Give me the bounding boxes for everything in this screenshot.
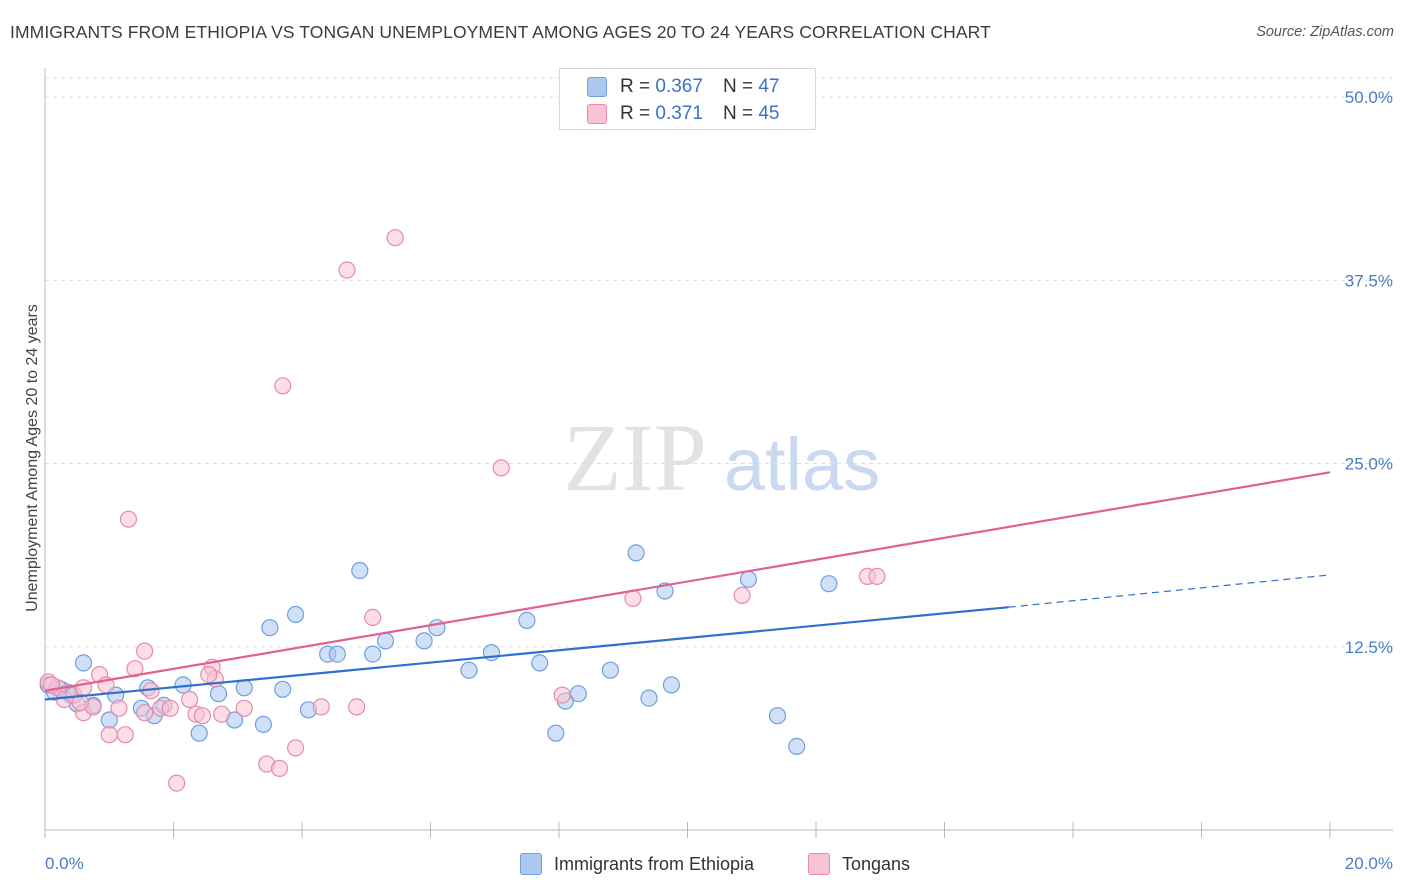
point-tongans (161, 699, 179, 717)
point-ethiopia (768, 707, 787, 725)
point-ethiopia (235, 679, 253, 697)
point-ethiopia (640, 689, 658, 707)
point-ethiopia (190, 724, 208, 742)
legend-swatch-tongans (587, 104, 607, 124)
y-tick-label: 50.0% (1345, 88, 1393, 107)
point-ethiopia (274, 680, 292, 698)
point-ethiopia (601, 661, 620, 679)
x-tick-label-max: 20.0% (1345, 854, 1393, 873)
point-ethiopia (460, 661, 478, 679)
point-tongans (492, 459, 510, 477)
gridlines (45, 77, 1393, 648)
point-tongans (287, 739, 305, 757)
bottom-legend-tongans: Tongans (808, 851, 910, 877)
point-tongans (71, 693, 89, 712)
point-tongans (386, 229, 404, 247)
legend-r-label: R = (620, 103, 651, 124)
watermark-zip: ZIP (563, 404, 707, 511)
x-tick-label-min: 0.0% (45, 854, 84, 873)
source-label: Source: ZipAtlas.com (1256, 24, 1394, 40)
trend-line-tongans (44, 471, 1331, 692)
point-tongans (116, 726, 134, 744)
point-tongans (213, 705, 231, 723)
point-tongans (119, 510, 138, 528)
x-ticks (44, 822, 1331, 838)
point-ethiopia (569, 685, 587, 703)
point-tongans (181, 690, 199, 709)
bottom-legend-swatch-ethiopia (520, 853, 542, 875)
legend-row-tongans: R = 0.371 N = 45 (620, 102, 779, 126)
chart-title: IMMIGRANTS FROM ETHIOPIA VS TONGAN UNEMP… (10, 22, 991, 42)
data-points (39, 229, 886, 792)
point-ethiopia (351, 561, 369, 580)
point-ethiopia (376, 632, 395, 650)
y-tick-label: 25.0% (1345, 455, 1393, 474)
point-tongans (136, 642, 154, 660)
legend-r-label: R = (620, 76, 651, 97)
bottom-legend-label-ethiopia: Immigrants from Ethiopia (554, 853, 755, 874)
point-ethiopia (415, 632, 433, 650)
point-tongans (136, 704, 154, 722)
point-ethiopia (518, 611, 536, 630)
point-tongans (200, 665, 218, 684)
y-tick-label: 12.5% (1345, 638, 1393, 657)
trend-line-ethiopia (44, 606, 1009, 701)
point-tongans (168, 774, 186, 792)
bottom-legend-label-tongans: Tongans (842, 853, 911, 874)
point-ethiopia (788, 737, 806, 756)
point-ethiopia (662, 676, 681, 694)
legend-row-ethiopia: R = 0.367 N = 47 (620, 75, 779, 99)
point-tongans (274, 377, 292, 395)
legend-n-value: 45 (758, 103, 780, 124)
legend-n-label: N = (722, 103, 754, 124)
y-axis-label: Unemployment Among Ages 20 to 24 years (24, 304, 41, 612)
point-tongans (100, 726, 118, 744)
y-tick-label: 37.5% (1345, 271, 1393, 290)
axes (44, 68, 1393, 831)
bottom-legend-ethiopia: Immigrants from Ethiopia (520, 851, 754, 877)
trend-lines (44, 471, 1331, 701)
point-ethiopia (627, 544, 645, 562)
point-tongans (235, 699, 253, 717)
point-tongans (110, 699, 128, 717)
point-tongans (868, 567, 886, 586)
point-tongans (733, 586, 751, 605)
point-ethiopia (547, 724, 565, 742)
point-ethiopia (364, 645, 382, 663)
point-tongans (193, 707, 211, 725)
point-ethiopia (739, 570, 758, 588)
legend-r-value: 0.367 (655, 76, 703, 97)
point-ethiopia (531, 654, 549, 672)
point-tongans (126, 660, 144, 678)
point-tongans (270, 759, 289, 778)
point-ethiopia (74, 654, 93, 672)
point-tongans (338, 261, 356, 279)
point-tongans (364, 608, 382, 627)
legend: R = 0.367 N = 47 R = 0.371 N = 45 (559, 68, 816, 130)
point-ethiopia (261, 619, 279, 637)
point-tongans (312, 698, 330, 716)
point-ethiopia (328, 645, 346, 663)
point-ethiopia (820, 575, 838, 593)
legend-r-value: 0.371 (655, 103, 703, 124)
y-tick-labels: 12.5% 25.0% 37.5% 50.0% (1345, 88, 1393, 657)
point-ethiopia (287, 605, 305, 624)
point-tongans (348, 698, 366, 716)
legend-n-value: 47 (758, 76, 780, 97)
legend-swatch-ethiopia (587, 77, 607, 97)
point-tongans (553, 686, 571, 704)
bottom-legend-swatch-tongans (808, 853, 830, 875)
point-ethiopia (254, 715, 272, 734)
trend-line-ethiopia-extension (1008, 574, 1331, 608)
watermark-atlas: atlas (724, 423, 880, 506)
legend-n-label: N = (722, 76, 754, 97)
point-ethiopia (209, 685, 228, 703)
